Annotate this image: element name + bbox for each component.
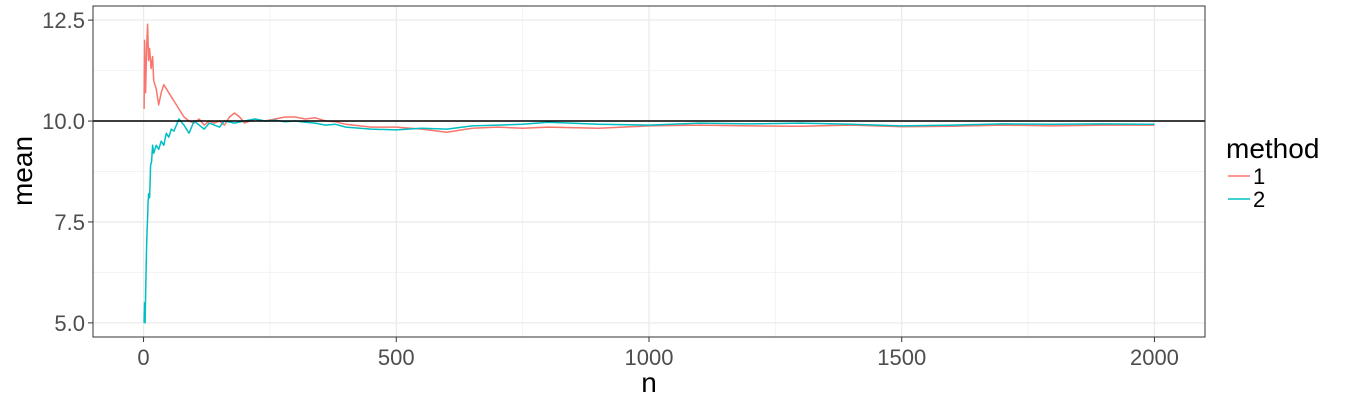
x-tick-label: 1500 (877, 345, 926, 370)
y-tick-label: 10.0 (42, 109, 85, 134)
y-axis: 5.0 7.5 10.0 12.5 (42, 8, 93, 336)
y-tick-label: 7.5 (54, 210, 85, 235)
x-tick-label: 1000 (625, 345, 674, 370)
x-tick-label: 500 (378, 345, 415, 370)
legend-label-1: 1 (1253, 164, 1265, 189)
x-axis-title: n (641, 367, 657, 398)
y-tick-label: 5.0 (54, 311, 85, 336)
x-tick-label: 2000 (1130, 345, 1179, 370)
legend-label-2: 2 (1253, 187, 1265, 212)
y-axis-title: mean (7, 136, 38, 206)
x-axis: 0 500 1000 1500 2000 (137, 337, 1179, 370)
y-tick-label: 12.5 (42, 8, 85, 33)
legend: method 12 (1226, 133, 1319, 212)
x-tick-label: 0 (137, 345, 149, 370)
legend-title: method (1226, 133, 1319, 164)
series-line-1 (143, 23, 1155, 134)
